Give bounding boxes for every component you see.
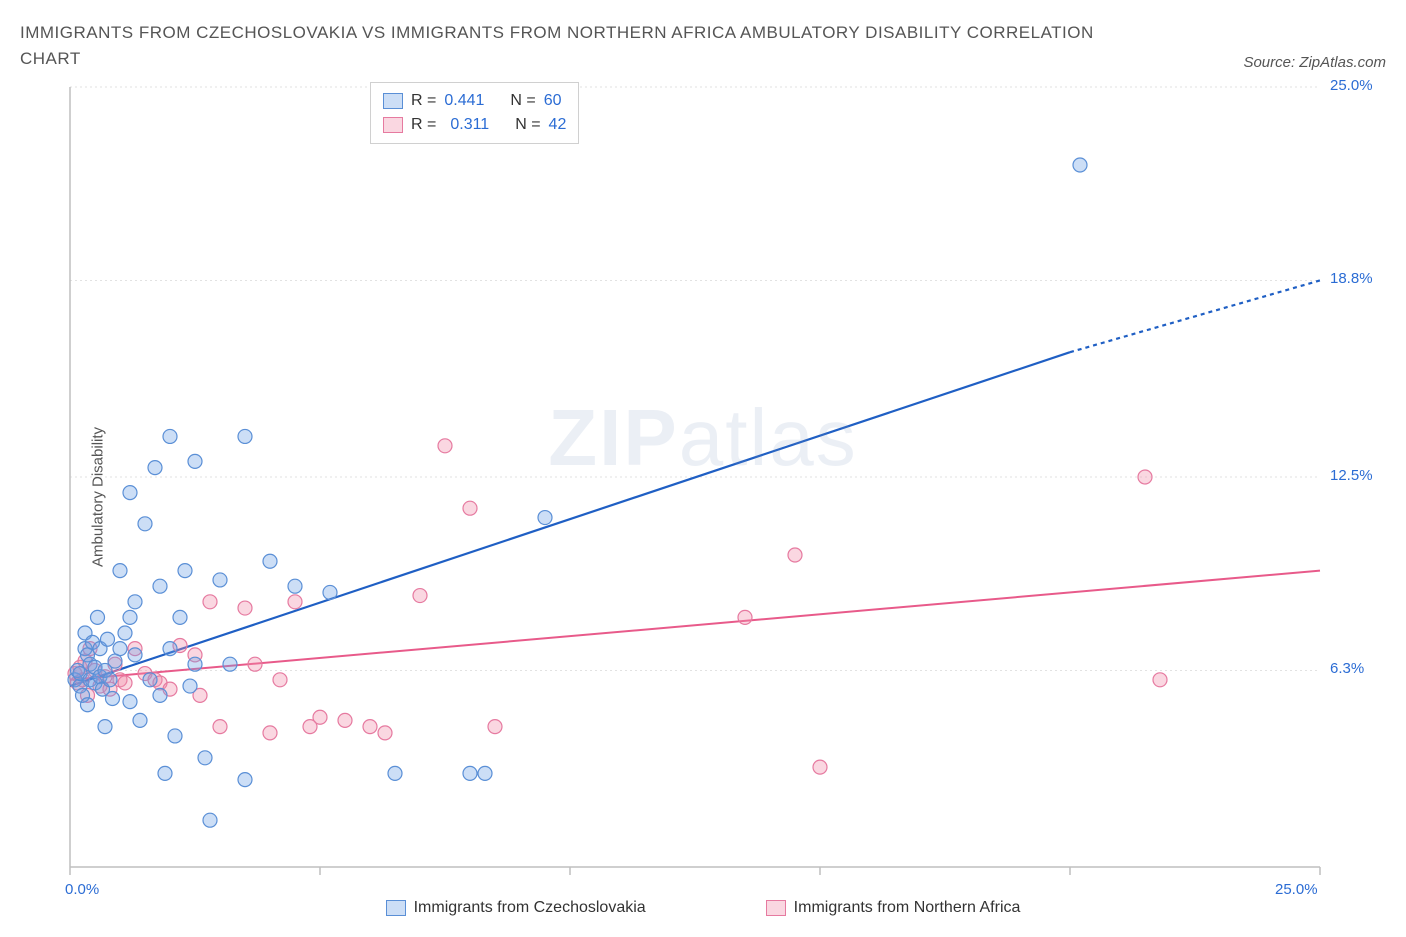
legend-r1-value: 0.441 [444,89,484,113]
legend-bottom: Immigrants from Czechoslovakia Immigrant… [20,899,1386,917]
scatter-chart [20,77,1386,917]
legend-r1-label: R = [411,89,436,113]
axis-tick-label: 18.8% [1330,270,1373,287]
axis-tick-label: 0.0% [65,881,99,898]
legend-r2-label: R = [411,113,436,137]
legend-n1-value: 60 [544,89,562,113]
legend-bottom-label-2: Immigrants from Northern Africa [794,899,1021,917]
legend-swatch-2 [383,117,403,133]
chart-container: Ambulatory Disability ZIPatlas R = 0.441… [20,77,1386,917]
axis-tick-label: 25.0% [1330,77,1373,94]
axis-tick-label: 25.0% [1275,881,1318,898]
legend-bottom-label-1: Immigrants from Czechoslovakia [414,899,646,917]
legend-swatch-1 [383,93,403,109]
axis-tick-label: 12.5% [1330,467,1373,484]
legend-n2-label: N = [515,113,540,137]
legend-r2-value: 0.311 [450,113,489,137]
y-axis-label: Ambulatory Disability [90,427,107,567]
legend-bottom-swatch-1 [386,900,406,916]
legend-bottom-swatch-2 [766,900,786,916]
legend-stats: R = 0.441 N = 60 R = 0.311 N = 42 [370,82,579,144]
legend-n2-value: 42 [549,113,567,137]
chart-source: Source: ZipAtlas.com [1243,54,1386,71]
axis-tick-label: 6.3% [1330,660,1364,677]
legend-n1-label: N = [510,89,535,113]
chart-title: IMMIGRANTS FROM CZECHOSLOVAKIA VS IMMIGR… [20,20,1120,71]
